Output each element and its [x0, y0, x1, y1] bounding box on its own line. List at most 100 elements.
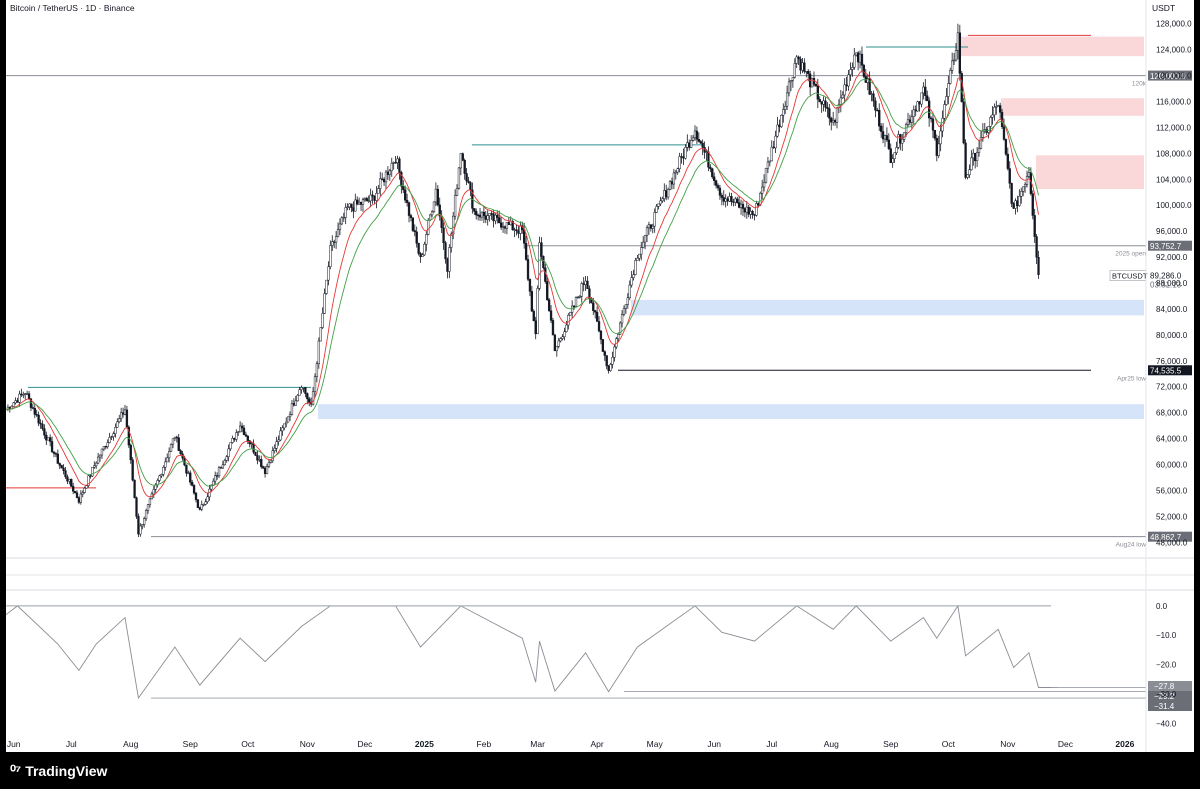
candle-body — [772, 146, 775, 149]
candle-body — [306, 393, 309, 400]
candle-body — [607, 365, 610, 371]
candle-body — [104, 446, 107, 448]
candle-body — [523, 229, 526, 244]
candle-body — [835, 107, 839, 123]
candle-body — [246, 435, 249, 441]
candle-body — [93, 465, 96, 468]
candle-body — [146, 504, 150, 511]
time-tick-label: Sep — [183, 739, 198, 749]
oscillator-tick-label: −40.0 — [1156, 719, 1177, 728]
candle-body — [839, 97, 842, 105]
candle-body — [72, 486, 75, 492]
tradingview-logo-icon: ⁰⁷ — [10, 763, 21, 780]
candle-body — [173, 436, 177, 439]
candle-body — [371, 194, 374, 197]
candle-body — [551, 320, 555, 336]
candle-body — [231, 438, 234, 443]
candle-body — [586, 280, 589, 289]
candle-body — [805, 70, 808, 73]
tradingview-logo[interactable]: ⁰⁷ TradingView — [10, 762, 107, 780]
candle-body — [22, 394, 25, 396]
candle-body — [933, 130, 937, 139]
candle-body — [901, 138, 904, 144]
candle-body — [384, 171, 388, 183]
candle-body — [413, 230, 416, 233]
candle-body — [874, 100, 877, 111]
candle-body — [436, 188, 439, 206]
candle-body — [444, 242, 447, 260]
candle-body — [665, 190, 668, 198]
candle-body — [883, 135, 887, 140]
candle-body — [396, 158, 399, 163]
candle-body — [110, 436, 113, 438]
candle-body — [524, 243, 528, 260]
candle-body — [354, 199, 357, 212]
candle-body — [707, 151, 710, 168]
candle-body — [315, 363, 319, 378]
candle-body — [52, 451, 56, 454]
candle-body — [582, 283, 585, 285]
candle-body — [446, 258, 449, 272]
candle-body — [215, 475, 219, 477]
candle-body — [799, 58, 802, 71]
candle-body — [73, 491, 77, 494]
time-tick-label: Dec — [357, 739, 373, 749]
candle-body — [916, 101, 919, 112]
time-tick-label: Jun — [707, 739, 721, 749]
brand-name: TradingView — [25, 763, 108, 779]
price-tick-label: 120,000.0 — [1156, 72, 1192, 81]
candle-body — [148, 498, 152, 505]
candle-body — [728, 196, 731, 202]
oscillator-value-badge — [1148, 691, 1192, 701]
candle-body — [50, 441, 54, 453]
candle-body — [392, 162, 395, 164]
candle-body — [618, 322, 622, 335]
candle-body — [1031, 193, 1034, 216]
candle-body — [256, 455, 259, 461]
candle-body — [419, 253, 422, 258]
candle-body — [739, 203, 743, 208]
candle-body — [880, 125, 883, 132]
candle-body — [749, 211, 752, 215]
price-tick-label: 68,000.0 — [1156, 409, 1188, 418]
candle-body — [703, 147, 706, 153]
candle-body — [659, 200, 662, 205]
price-tick-label: 64,000.0 — [1156, 435, 1188, 444]
candle-body — [776, 124, 779, 137]
candle-body — [505, 222, 509, 229]
level-note: 120k — [1132, 81, 1147, 88]
candle-body — [565, 324, 568, 333]
candle-body — [538, 242, 541, 289]
candle-body — [705, 151, 708, 153]
candle-body — [997, 105, 1000, 107]
candle-body — [643, 235, 647, 243]
chart-area[interactable]: 120k 120,000.0 2025 open 93,752.7 Apr25 low 7… — [5, 0, 1194, 752]
candle-body — [766, 161, 770, 169]
candle-body — [653, 212, 656, 227]
candle-body — [824, 100, 827, 108]
candle-body — [987, 126, 990, 133]
candle-body — [223, 460, 226, 466]
candle-body — [473, 208, 476, 212]
candle-body — [895, 147, 898, 154]
candle-body — [943, 104, 946, 119]
candle-body — [16, 400, 19, 403]
candle-body — [891, 158, 894, 164]
candle-body — [394, 162, 397, 164]
time-tick-label: Oct — [241, 739, 255, 749]
candle-body — [137, 516, 140, 535]
candle-body — [484, 215, 487, 220]
candle-body — [100, 448, 104, 456]
candle-body — [855, 52, 858, 56]
candle-body — [503, 226, 507, 229]
candle-body — [843, 84, 846, 96]
price-tick-label: 52,000.0 — [1156, 512, 1188, 521]
candle-body — [225, 456, 228, 461]
candle-body — [878, 109, 881, 127]
candle-body — [96, 456, 100, 464]
candle-body — [845, 84, 848, 87]
candle-body — [784, 105, 787, 110]
candle-body — [663, 190, 666, 200]
